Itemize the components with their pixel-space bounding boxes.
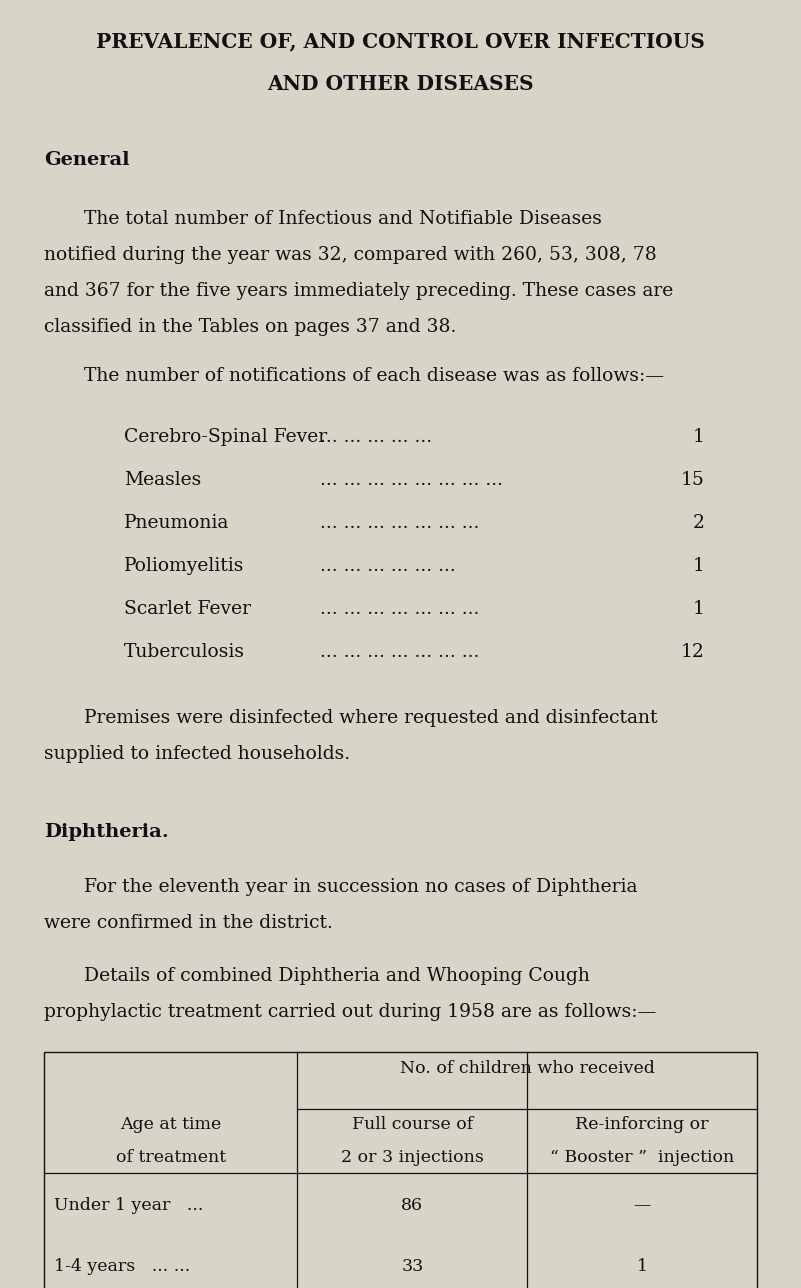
Text: and 367 for the five years immediately preceding. These cases are: and 367 for the five years immediately p… xyxy=(44,282,674,300)
Text: —: — xyxy=(634,1197,651,1213)
Text: ... ... ... ... ... ... ...: ... ... ... ... ... ... ... xyxy=(320,643,480,661)
Text: ... ... ... ... ... ... ... ...: ... ... ... ... ... ... ... ... xyxy=(320,471,503,489)
Text: 1: 1 xyxy=(693,558,705,574)
Text: Poliomyelitis: Poliomyelitis xyxy=(124,558,244,574)
Text: 1: 1 xyxy=(637,1258,648,1275)
Text: 2: 2 xyxy=(693,514,705,532)
Text: Measles: Measles xyxy=(124,471,201,489)
Text: The number of notifications of each disease was as follows:—: The number of notifications of each dise… xyxy=(84,367,664,385)
Text: Cerebro-Spinal Fever: Cerebro-Spinal Fever xyxy=(124,429,328,447)
Text: supplied to infected households.: supplied to infected households. xyxy=(44,744,350,762)
Text: 1: 1 xyxy=(693,429,705,447)
Text: classified in the Tables on pages 37 and 38.: classified in the Tables on pages 37 and… xyxy=(44,318,457,336)
Text: ... ... ... ... ... ... ...: ... ... ... ... ... ... ... xyxy=(320,600,480,618)
Text: Tuberculosis: Tuberculosis xyxy=(124,643,245,661)
Text: ... ... ... ... ... ... ...: ... ... ... ... ... ... ... xyxy=(320,514,480,532)
Text: Under 1 year   ...: Under 1 year ... xyxy=(54,1197,203,1213)
Text: Premises were disinfected where requested and disinfectant: Premises were disinfected where requeste… xyxy=(84,708,658,726)
Text: 86: 86 xyxy=(401,1197,423,1213)
Text: 1-4 years   ... ...: 1-4 years ... ... xyxy=(54,1258,190,1275)
Text: were confirmed in the district.: were confirmed in the district. xyxy=(44,914,333,933)
Text: AND OTHER DISEASES: AND OTHER DISEASES xyxy=(268,73,533,94)
Text: “ Booster ”  injection: “ Booster ” injection xyxy=(550,1149,735,1166)
Text: Age at time: Age at time xyxy=(120,1115,221,1132)
Text: prophylactic treatment carried out during 1958 are as follows:—: prophylactic treatment carried out durin… xyxy=(44,1002,657,1020)
Text: For the eleventh year in succession no cases of Diphtheria: For the eleventh year in succession no c… xyxy=(84,878,638,896)
Text: 2 or 3 injections: 2 or 3 injections xyxy=(340,1149,484,1166)
Text: ... ... ... ... ...: ... ... ... ... ... xyxy=(320,429,433,447)
Text: of treatment: of treatment xyxy=(115,1149,226,1166)
Text: Full course of: Full course of xyxy=(352,1115,473,1132)
Text: Diphtheria.: Diphtheria. xyxy=(44,823,169,841)
Text: 1: 1 xyxy=(693,600,705,618)
Text: 33: 33 xyxy=(401,1258,424,1275)
Text: 12: 12 xyxy=(681,643,705,661)
Text: General: General xyxy=(44,152,130,170)
Text: Re-inforcing or: Re-inforcing or xyxy=(575,1115,709,1132)
Text: Details of combined Diphtheria and Whooping Cough: Details of combined Diphtheria and Whoop… xyxy=(84,966,590,984)
Text: No. of children who received: No. of children who received xyxy=(400,1060,654,1077)
Text: Pneumonia: Pneumonia xyxy=(124,514,230,532)
Text: notified during the year was 32, compared with 260, 53, 308, 78: notified during the year was 32, compare… xyxy=(44,246,657,264)
Text: PREVALENCE OF, AND CONTROL OVER INFECTIOUS: PREVALENCE OF, AND CONTROL OVER INFECTIO… xyxy=(96,31,705,52)
Text: Scarlet Fever: Scarlet Fever xyxy=(124,600,252,618)
Text: ... ... ... ... ... ...: ... ... ... ... ... ... xyxy=(320,558,456,574)
Text: 15: 15 xyxy=(681,471,705,489)
Bar xyxy=(44,1052,757,1288)
Text: The total number of Infectious and Notifiable Diseases: The total number of Infectious and Notif… xyxy=(84,210,602,228)
